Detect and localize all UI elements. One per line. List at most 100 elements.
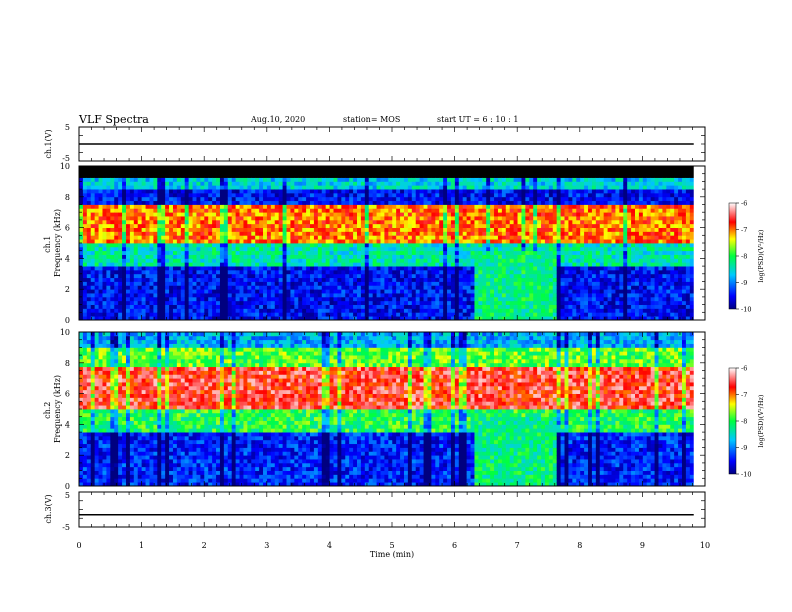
spectrogram-cell [407, 250, 413, 255]
spectrogram-cell [200, 269, 205, 275]
spectrogram-cell [505, 281, 511, 286]
spectrogram-cell [110, 173, 115, 178]
spectrogram-cell [552, 258, 558, 263]
spectrogram-cell [188, 177, 193, 182]
spectrogram-cell [216, 196, 221, 202]
spectrogram-cell [329, 316, 334, 321]
spectrogram-cell [419, 189, 424, 194]
spectrogram-cell [278, 177, 284, 182]
spectrogram-cell [188, 181, 193, 186]
spectrogram-cell [548, 204, 554, 209]
spectrogram-cell [474, 316, 479, 321]
spectrogram-cell [188, 219, 193, 225]
spectrogram-cell [231, 281, 237, 286]
spectrogram-cell [486, 266, 491, 271]
spectrogram-cell [79, 316, 84, 321]
spectrogram-cell [447, 289, 452, 294]
spectrogram-cell [505, 308, 511, 313]
spectrogram-cell [482, 204, 487, 209]
spectrogram-cell [458, 208, 464, 213]
spectrogram-cell [294, 254, 299, 259]
spectrogram-cell [82, 266, 88, 271]
spectrogram-cell [497, 293, 503, 298]
spectrogram-cell [407, 304, 413, 309]
spectrogram-cell [505, 189, 511, 194]
spectrogram-cell [82, 262, 88, 267]
spectrogram-cell [478, 262, 483, 267]
spectrogram-cell [482, 258, 487, 263]
spectrogram-cell [470, 177, 475, 182]
spectrogram-cell [110, 269, 115, 275]
spectrogram-cell [247, 316, 252, 321]
spectrogram-cell [153, 173, 158, 178]
spectrogram-cell [86, 293, 92, 298]
spectrogram-cell [435, 258, 440, 263]
spectrogram-cell [243, 254, 248, 259]
spectrogram-cell [376, 304, 381, 309]
spectrogram-cell [278, 273, 284, 279]
spectrogram-cell [157, 304, 162, 309]
spectrogram-cell [317, 166, 323, 171]
spectrogram-cell [501, 219, 507, 225]
spectrogram-cell [231, 266, 237, 271]
spectrogram-cell [310, 281, 315, 286]
spectrogram-cell [231, 212, 237, 217]
spectrogram-cell [172, 223, 178, 228]
spectrogram-cell [86, 296, 92, 302]
spectrogram-cell [380, 250, 385, 255]
spectrogram-cell [376, 300, 381, 305]
spectrogram-cell [200, 239, 205, 244]
spectrogram-cell [161, 185, 166, 190]
spectrogram-cell [192, 196, 197, 202]
spectrogram-cell [333, 189, 338, 194]
spectrogram-cell [384, 235, 389, 240]
spectrogram-cell [450, 204, 456, 209]
spectrogram-cell [79, 231, 84, 236]
spectrogram-cell [180, 296, 186, 302]
spectrogram-cell [255, 250, 260, 255]
spectrogram-cell [517, 258, 522, 263]
spectrogram-cell [110, 281, 115, 286]
spectrogram-cell [450, 289, 456, 294]
spectrogram-cell [364, 192, 370, 198]
spectrogram-cell [149, 258, 154, 263]
spectrogram-cell [94, 169, 99, 175]
spectrogram-cell [208, 200, 213, 205]
spectrogram-cell [125, 269, 131, 275]
spectrogram-cell [169, 304, 174, 309]
spectrogram-cell [497, 277, 503, 282]
spectrogram-cell [298, 285, 303, 290]
spectrogram-cell [106, 208, 111, 213]
spectrogram-cell [329, 235, 334, 240]
spectrogram-cell [450, 266, 456, 271]
spectrogram-cell [541, 316, 546, 321]
spectrogram-cell [490, 312, 495, 317]
spectrogram-cell [184, 204, 190, 209]
spectrogram-cell [521, 235, 526, 240]
spectrogram-cell [478, 300, 483, 305]
spectrogram-cell [243, 239, 248, 244]
spectrogram-cell [548, 312, 554, 317]
spectrogram-cell [501, 192, 507, 198]
spectrogram-cell [396, 223, 401, 228]
spectrogram-cell [239, 277, 244, 282]
spectrogram-cell [306, 254, 311, 259]
spectrogram-cell [114, 200, 119, 205]
spectrogram-cell [317, 289, 323, 294]
spectrogram-cell [306, 204, 311, 209]
spectrogram-cell [517, 281, 522, 286]
spectrogram-cell [212, 177, 217, 182]
spectrogram-cell [290, 250, 295, 255]
spectrogram-cell [216, 192, 221, 198]
spectrogram-cell [310, 304, 315, 309]
spectrogram-cell [184, 254, 190, 259]
spectrogram-cell [125, 169, 131, 175]
spectrogram-cell [419, 177, 424, 182]
spectrogram-cell [169, 177, 174, 182]
spectrogram-cell [98, 269, 103, 275]
spectrogram-cell [341, 281, 346, 286]
spectrogram-cell [529, 250, 534, 255]
spectrogram-cell [505, 239, 511, 244]
spectrogram-cell [274, 304, 280, 309]
spectrogram-cell [415, 285, 421, 290]
